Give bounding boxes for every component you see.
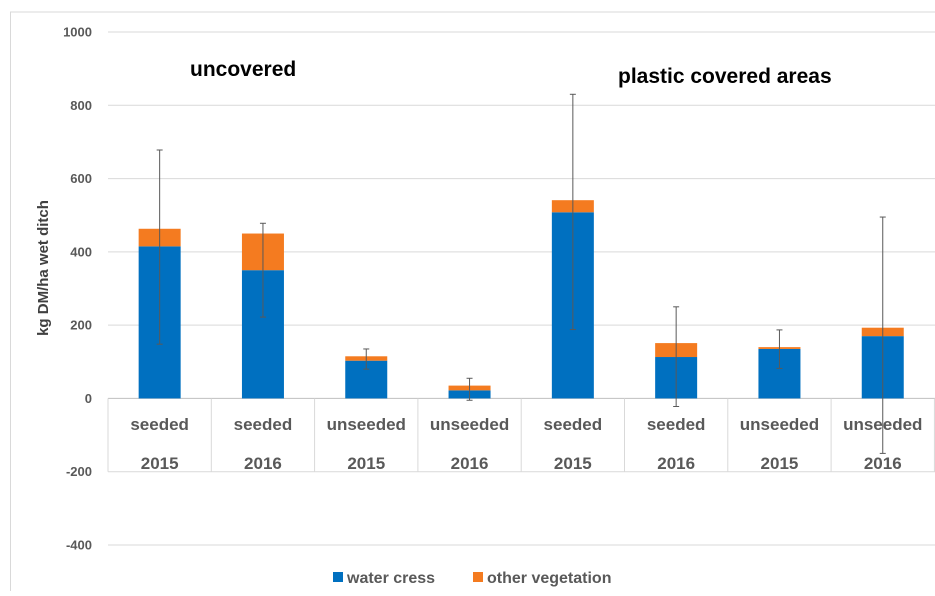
y-tick-label: 200 <box>70 318 92 333</box>
y-tick-label: -200 <box>66 464 92 479</box>
category-label-treatment: seeded <box>544 415 603 434</box>
y-tick-label: 1000 <box>63 25 92 40</box>
category-label-treatment: seeded <box>130 415 189 434</box>
legend-swatch <box>333 572 343 582</box>
annotation-label: plastic covered areas <box>618 65 832 88</box>
category-label-year: 2015 <box>141 454 179 473</box>
category-label-year: 2016 <box>657 454 695 473</box>
legend-label: water cress <box>346 570 435 587</box>
category-label-treatment: unseeded <box>740 415 819 434</box>
category-label-year: 2016 <box>244 454 282 473</box>
y-tick-label: 600 <box>70 171 92 186</box>
y-tick-label: 0 <box>85 391 92 406</box>
category-label-year: 2015 <box>554 454 592 473</box>
y-tick-label: 800 <box>70 98 92 113</box>
legend-label: other vegetation <box>487 570 611 587</box>
category-label-year: 2015 <box>347 454 385 473</box>
category-label-treatment: unseeded <box>430 415 509 434</box>
annotation-label: uncovered <box>190 58 296 81</box>
category-label-treatment: seeded <box>234 415 293 434</box>
category-label-year: 2016 <box>451 454 489 473</box>
y-tick-label: 400 <box>70 244 92 259</box>
category-label-treatment: unseeded <box>843 415 922 434</box>
legend-swatch <box>473 572 483 582</box>
category-label-treatment: unseeded <box>327 415 406 434</box>
category-label-year: 2016 <box>864 454 902 473</box>
category-label-treatment: seeded <box>647 415 706 434</box>
y-tick-label: -400 <box>66 538 92 553</box>
category-label-year: 2015 <box>761 454 799 473</box>
y-axis-label: kg DM/ha wet ditch <box>35 200 52 336</box>
